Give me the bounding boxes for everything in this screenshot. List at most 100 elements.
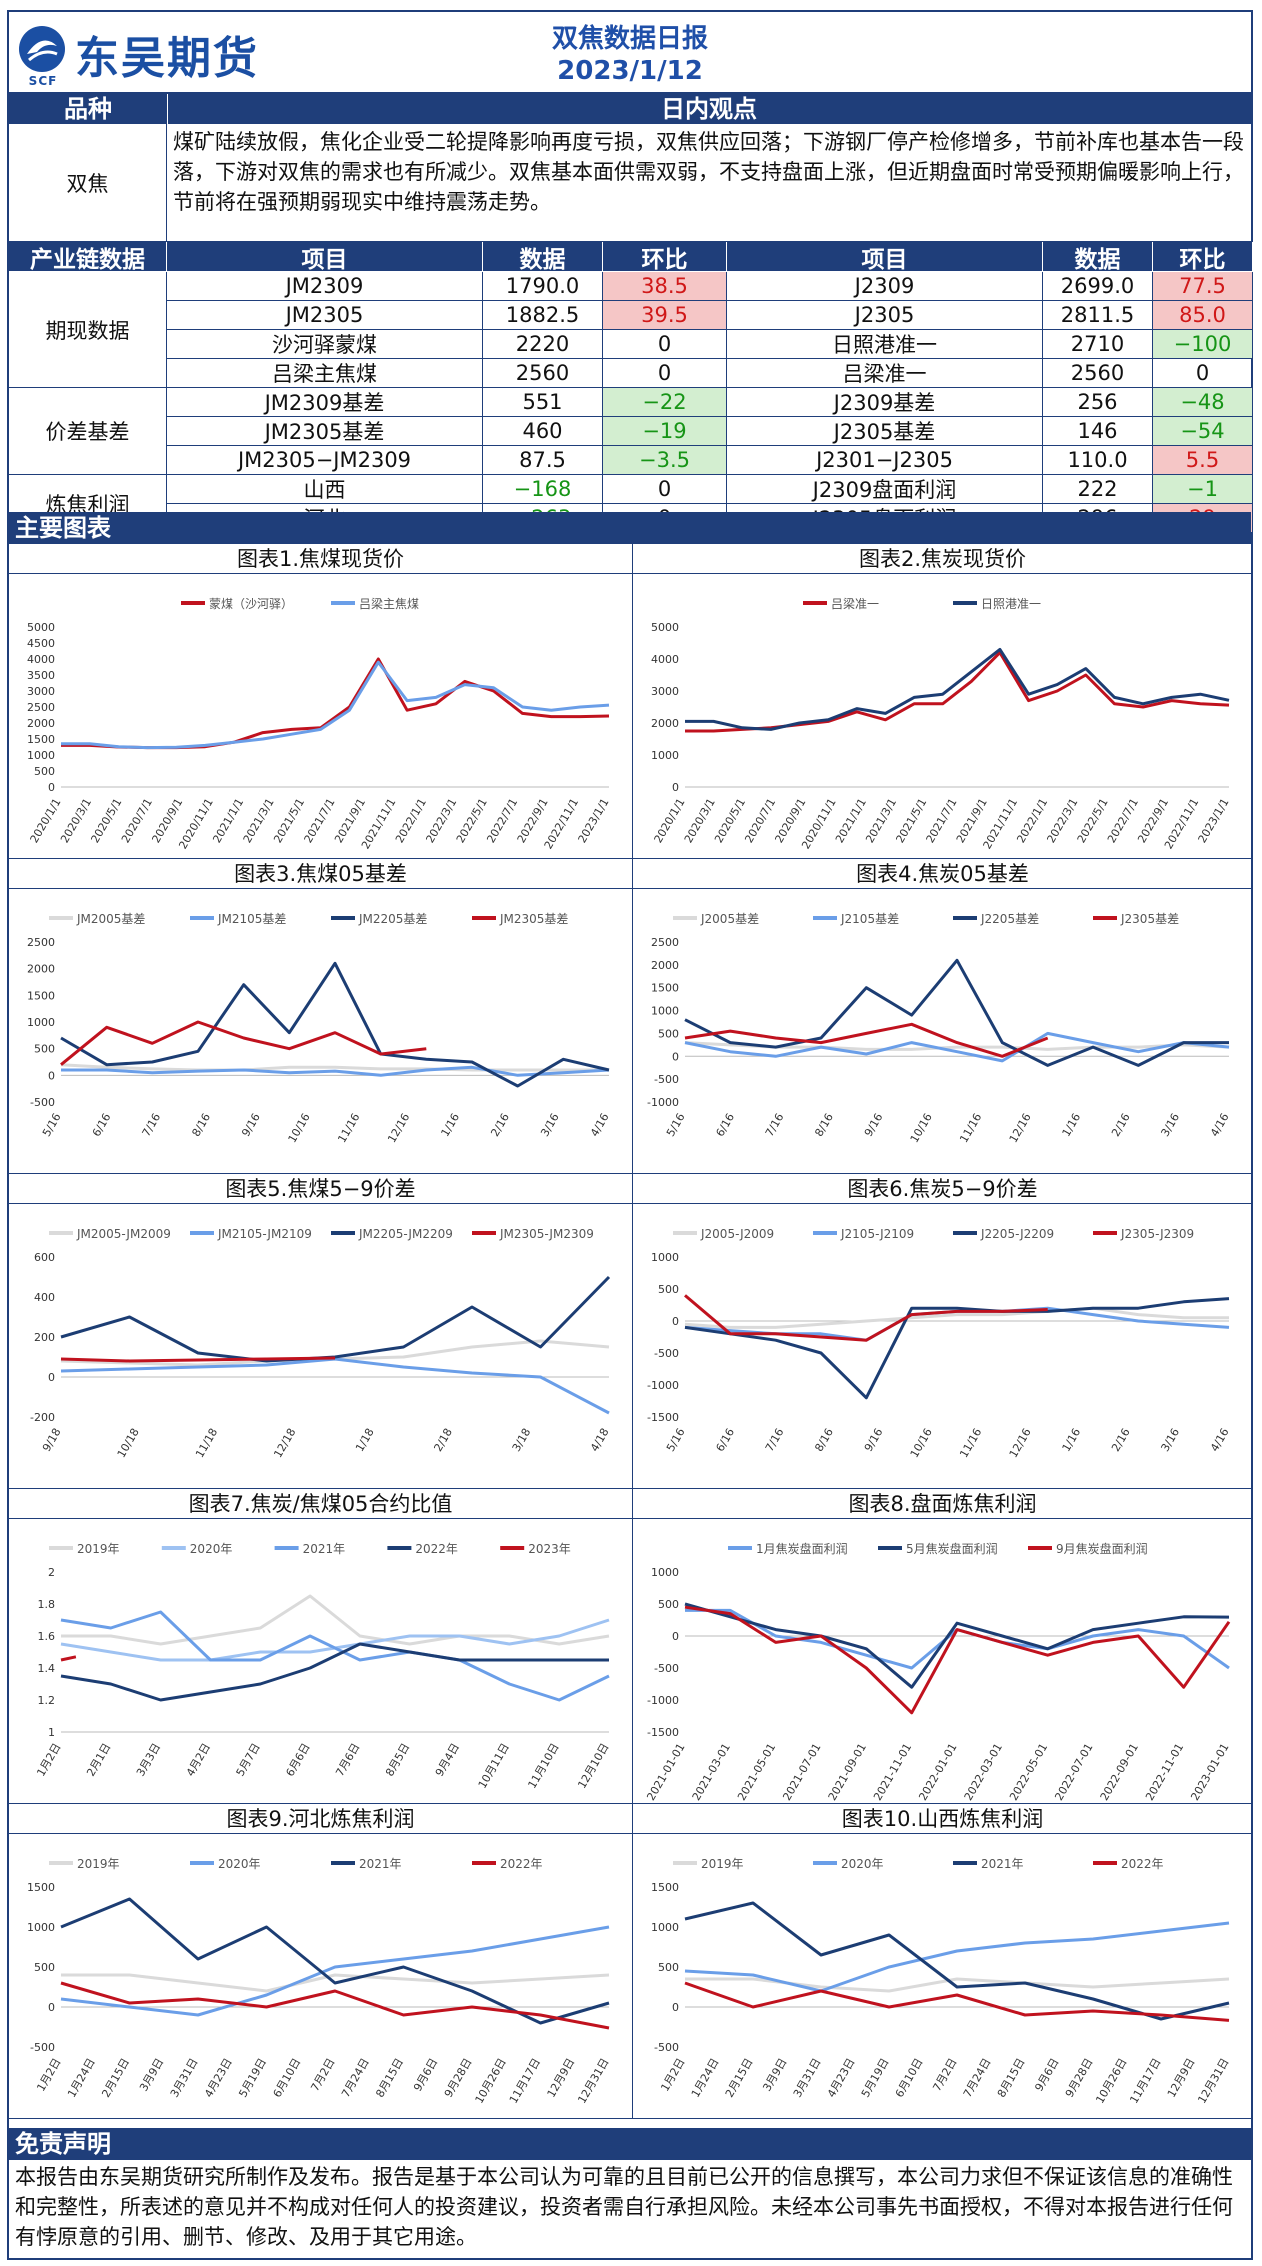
x-tick-label: 2022-09-01 [1098,1741,1141,1803]
x-tick-label: 10/16 [286,1111,313,1145]
table-cell-lc: −19 [603,417,727,446]
x-tick-label: 10/16 [908,1426,935,1460]
y-tick-label: -500 [654,1662,679,1675]
chart-svg: J2005基差 J2105基差 J2205基差 J2305基差 -1000 -500 0 50… [647,912,1232,1145]
x-tick-label: 7月2日 [930,2056,959,2094]
table-cell-rv: 2811.5 [1043,301,1153,330]
x-tick-label: 8月15日 [373,2056,406,2100]
x-tick-label: 1月2日 [34,1741,63,1779]
company-name: 东吴期货 [75,33,259,84]
chart-panel: 图表8.盘面炼焦利润 1月焦炭盘面利润 5月焦炭盘面利润 9月焦炭盘面利润 -1500 -… [633,1489,1253,1804]
table-cell-l: JM2309 [167,272,483,301]
table-cell-rc: 5.5 [1153,446,1253,475]
y-tick-label: 1500 [27,1881,55,1894]
legend-label: 2022年 [415,1542,458,1556]
y-tick-label: -1000 [647,1379,679,1392]
table-cell-rc: −100 [1153,330,1253,359]
x-tick-label: 8/16 [812,1111,836,1139]
x-tick-label: 9月28日 [1063,2056,1096,2100]
series-line [61,1065,610,1077]
y-tick-label: -1000 [647,1096,679,1109]
table-cell-r: J2305基差 [727,417,1043,446]
x-tick-label: 2022-01-01 [916,1741,959,1803]
group-label: 期现数据 [9,272,167,388]
x-tick-label: 4/18 [588,1426,612,1454]
legend-label: J2305-J2309 [1120,1227,1194,1241]
variety-col-label: 品种 [64,95,112,123]
y-tick-label: 1500 [27,989,55,1002]
legend-label: J2105-J2109 [840,1227,914,1241]
y-tick-label: -1000 [647,1694,679,1707]
series-line [60,1925,610,2017]
table-cell-rv: 146 [1043,417,1153,446]
chart-panel: 图表2.焦炭现货价 吕梁准一 日照港准一 0 1000 2000 3000 4000 5000 2… [633,544,1253,859]
x-tick-label: 3月9日 [760,2056,789,2094]
table-cell-l: JM2309基差 [167,388,483,417]
y-tick-label: 1500 [651,982,679,995]
y-tick-label: 2000 [27,963,55,976]
legend-label: 2020年 [218,1857,261,1871]
y-tick-label: 0 [48,1069,55,1082]
series-line [684,1981,1230,2022]
x-tick-label: 9/18 [40,1426,64,1454]
table-cell-lc: 0 [603,475,727,504]
group-label: 价差基差 [9,388,167,475]
variety-label: 双焦 [9,124,167,242]
table-header-2: 数据 [483,242,603,272]
table-cell-lv: 87.5 [483,446,603,475]
series-line [60,1642,609,1702]
series-line [60,961,610,1088]
table-cell-lv: 2220 [483,330,603,359]
series-line [60,1063,609,1072]
x-tick-label: 8/16 [812,1426,836,1454]
table-header-1: 项目 [167,242,483,272]
y-tick-label: 500 [34,1961,55,1974]
y-tick-label: 1000 [651,749,679,762]
x-tick-label: 1月24日 [689,2056,722,2100]
legend-label: JM2005基差 [76,912,145,926]
legend-label: 日照港准一 [981,597,1041,611]
y-tick-label: 5000 [27,621,55,634]
y-tick-label: 200 [34,1331,55,1344]
series-line [60,1020,427,1066]
x-tick-label: 2/16 [488,1111,512,1139]
series-line [684,1921,1230,1993]
series-line [684,1022,1049,1058]
chart-title: 图表10.山西炼焦利润 [633,1804,1252,1834]
y-tick-label: 500 [658,1961,679,1974]
x-tick-label: 6/16 [713,1426,737,1454]
y-tick-label: 4500 [27,637,55,650]
chart-panel: 图表4.焦炭05基差 J2005基差 J2105基差 J2205基差 J2305基差 -1… [633,859,1253,1174]
series-line [60,1275,611,1363]
table-cell-rv: 222 [1043,475,1153,504]
y-tick-label: 4000 [27,653,55,666]
x-tick-label: 4月23日 [202,2056,235,2100]
disclaimer-bar: 免责声明 [9,2128,1251,2160]
table-cell-rc: −1 [1153,475,1253,504]
y-tick-label: 1500 [27,733,55,746]
x-tick-label: 2023/1/1 [1196,796,1232,845]
y-tick-label: 3500 [27,669,55,682]
x-tick-label: 11/16 [957,1111,984,1145]
series-line [685,651,1230,733]
table-header-0: 产业链数据 [9,242,167,272]
y-tick-label: 1000 [27,1921,55,1934]
x-tick-label: 5/16 [664,1426,688,1454]
x-tick-label: 2月15日 [723,2056,756,2100]
chart-title: 图表9.河北炼焦利润 [9,1804,632,1834]
table-cell-lv: 2560 [483,359,603,388]
x-tick-label: 12/18 [271,1426,298,1460]
table-cell-l: JM2305−JM2309 [167,446,483,475]
logo-mark-text: SCF [28,74,58,88]
x-tick-label: 2023/1/1 [576,796,612,845]
legend-label: 吕梁主焦煤 [359,596,419,611]
legend-label: J2005基差 [700,912,759,926]
y-tick-label: 1.6 [38,1630,56,1643]
table-cell-rv: 2560 [1043,359,1153,388]
chart-svg: 2019年 2020年 2021年 2022年 2023年 1 1.2 1.4 1.6 1.8 2 1… [34,1542,611,1791]
series-line [60,1357,610,1415]
chart-title: 图表5.焦煤5−9价差 [9,1174,632,1204]
table-cell-lv: 1790.0 [483,272,603,301]
x-tick-label: 3月9日 [137,2056,166,2094]
x-tick-label: 1月2日 [34,2056,63,2094]
